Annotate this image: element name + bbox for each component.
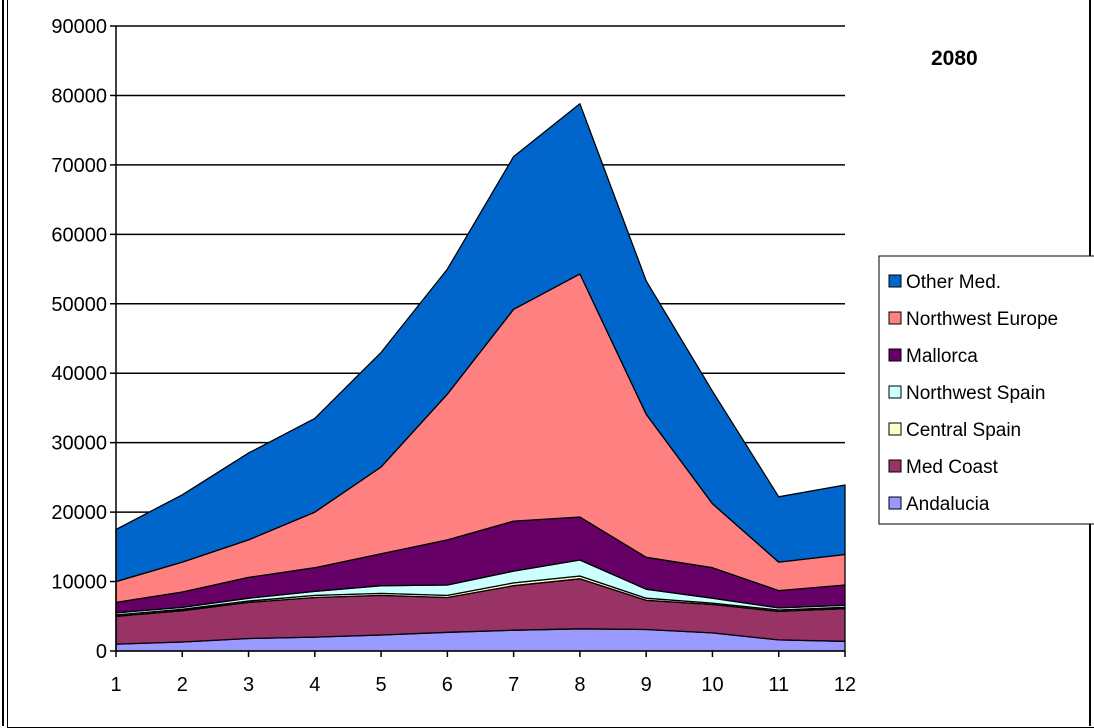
y-tick-label: 70000 — [51, 155, 107, 177]
y-tick-label: 10000 — [51, 572, 107, 594]
legend-swatch — [888, 496, 902, 510]
x-tick-label: 12 — [834, 674, 856, 696]
legend-swatch — [888, 459, 902, 473]
axes — [110, 25, 846, 657]
y-tick-label: 40000 — [51, 363, 107, 385]
legend-label: Andalucia — [906, 494, 990, 515]
x-tick-label: 8 — [574, 674, 585, 696]
y-tick-label: 60000 — [51, 224, 107, 246]
legend-swatch — [888, 348, 902, 362]
legend-label: Mallorca — [906, 346, 978, 367]
area-other-med — [115, 103, 846, 583]
legend-label: Northwest Spain — [906, 383, 1045, 404]
x-tick-label: 4 — [309, 674, 320, 696]
x-tick-label: 5 — [376, 674, 387, 696]
y-tick-label: 50000 — [51, 294, 107, 316]
legend-label: Northwest Europe — [906, 309, 1058, 330]
legend-box — [878, 255, 1094, 525]
y-tick-label: 0 — [96, 641, 107, 663]
x-tick-label: 6 — [442, 674, 453, 696]
x-tick-label: 7 — [508, 674, 519, 696]
legend-label: Central Spain — [906, 420, 1021, 441]
legend-swatch — [888, 422, 902, 436]
x-tick-label: 11 — [768, 674, 789, 696]
legend-swatch — [888, 385, 902, 399]
x-tick-label: 1 — [110, 674, 121, 696]
chart-title: 2080 — [931, 47, 978, 70]
legend-label: Med Coast — [906, 457, 999, 478]
y-tick-label: 30000 — [51, 433, 107, 455]
x-tick-label: 9 — [641, 674, 652, 696]
y-tick-label: 80000 — [51, 85, 107, 107]
area-series-group — [115, 103, 846, 652]
x-tick-label: 2 — [177, 674, 188, 696]
legend-swatch — [888, 274, 902, 288]
x-tick-label: 3 — [243, 674, 254, 696]
legend-label: Other Med. — [906, 272, 1001, 293]
x-tick-label: 10 — [701, 674, 723, 696]
y-tick-labels: 0 10000 20000 30000 40000 50000 60000 70000 8000… — [51, 16, 107, 663]
y-tick-label: 20000 — [51, 502, 107, 524]
legend: Other Med. Northwest Europe Mallorca Northw… — [878, 255, 1094, 525]
x-tick-labels: 1 2 3 4 5 6 7 8 9 10 11 12 — [110, 674, 856, 696]
legend-swatch — [888, 311, 902, 325]
y-tick-label: 90000 — [51, 16, 107, 38]
